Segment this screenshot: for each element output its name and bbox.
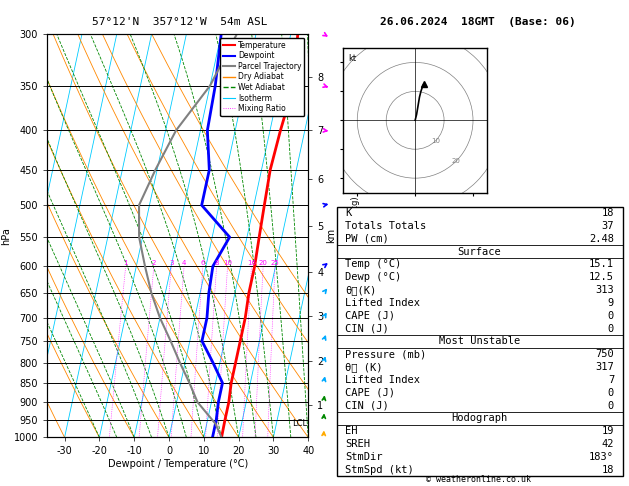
Text: 313: 313 xyxy=(596,285,614,295)
Text: Surface: Surface xyxy=(458,246,501,257)
Text: 2: 2 xyxy=(152,260,156,266)
Text: SREH: SREH xyxy=(345,439,370,449)
Text: 3: 3 xyxy=(169,260,174,266)
Text: 42: 42 xyxy=(601,439,614,449)
Text: 15.1: 15.1 xyxy=(589,260,614,269)
Text: kt: kt xyxy=(348,54,357,63)
Text: 18: 18 xyxy=(601,208,614,218)
Text: 19: 19 xyxy=(601,426,614,436)
Text: Temp (°C): Temp (°C) xyxy=(345,260,401,269)
Text: 12.5: 12.5 xyxy=(589,272,614,282)
Text: CAPE (J): CAPE (J) xyxy=(345,388,395,398)
Text: 4: 4 xyxy=(182,260,186,266)
Text: StmSpd (kt): StmSpd (kt) xyxy=(345,465,414,475)
Text: 0: 0 xyxy=(608,324,614,333)
Text: 20: 20 xyxy=(259,260,267,266)
Text: Mixing Ratio (g/kg): Mixing Ratio (g/kg) xyxy=(351,196,360,276)
Text: 9: 9 xyxy=(608,298,614,308)
Text: 20: 20 xyxy=(451,158,460,164)
Text: 26.06.2024  18GMT  (Base: 06): 26.06.2024 18GMT (Base: 06) xyxy=(380,17,576,27)
Text: PW (cm): PW (cm) xyxy=(345,234,389,243)
Text: θᴄ(K): θᴄ(K) xyxy=(345,285,376,295)
Text: 0: 0 xyxy=(608,400,614,411)
Text: 7: 7 xyxy=(608,375,614,385)
Text: 57°12'N  357°12'W  54m ASL: 57°12'N 357°12'W 54m ASL xyxy=(91,17,267,27)
Text: EH: EH xyxy=(345,426,358,436)
Text: 183°: 183° xyxy=(589,452,614,462)
Text: 10: 10 xyxy=(223,260,232,266)
Text: © weatheronline.co.uk: © weatheronline.co.uk xyxy=(426,474,530,484)
Text: 2.48: 2.48 xyxy=(589,234,614,243)
Text: 37: 37 xyxy=(601,221,614,231)
Text: 8: 8 xyxy=(214,260,219,266)
Text: K: K xyxy=(345,208,352,218)
Text: Lifted Index: Lifted Index xyxy=(345,375,420,385)
Y-axis label: hPa: hPa xyxy=(1,227,11,244)
Text: Pressure (mb): Pressure (mb) xyxy=(345,349,426,359)
Text: 6: 6 xyxy=(201,260,205,266)
Text: 317: 317 xyxy=(596,362,614,372)
Text: CAPE (J): CAPE (J) xyxy=(345,311,395,321)
Legend: Temperature, Dewpoint, Parcel Trajectory, Dry Adiabat, Wet Adiabat, Isotherm, Mi: Temperature, Dewpoint, Parcel Trajectory… xyxy=(220,38,304,116)
Text: 0: 0 xyxy=(608,311,614,321)
Text: 10: 10 xyxy=(431,138,440,143)
Text: 1: 1 xyxy=(123,260,128,266)
Text: 0: 0 xyxy=(608,388,614,398)
Text: Hodograph: Hodograph xyxy=(452,414,508,423)
Text: 25: 25 xyxy=(270,260,279,266)
Text: LCL: LCL xyxy=(292,419,307,428)
Text: 750: 750 xyxy=(596,349,614,359)
Text: Dewp (°C): Dewp (°C) xyxy=(345,272,401,282)
Text: Totals Totals: Totals Totals xyxy=(345,221,426,231)
Text: θᴄ (K): θᴄ (K) xyxy=(345,362,382,372)
Text: StmDir: StmDir xyxy=(345,452,382,462)
Text: 16: 16 xyxy=(247,260,256,266)
Text: CIN (J): CIN (J) xyxy=(345,324,389,333)
Text: Lifted Index: Lifted Index xyxy=(345,298,420,308)
Text: 18: 18 xyxy=(601,465,614,475)
X-axis label: Dewpoint / Temperature (°C): Dewpoint / Temperature (°C) xyxy=(108,459,248,469)
Text: CIN (J): CIN (J) xyxy=(345,400,389,411)
Y-axis label: km
ASL: km ASL xyxy=(326,226,348,245)
Text: Most Unstable: Most Unstable xyxy=(439,336,520,347)
